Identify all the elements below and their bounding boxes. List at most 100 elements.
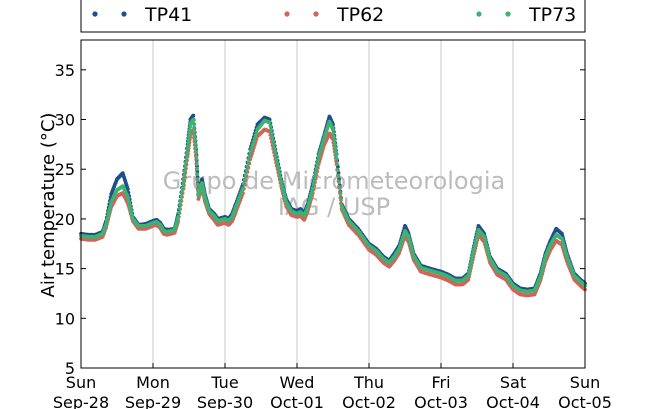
data-point-TP73	[252, 136, 257, 141]
x-tick-label-day-1: Mon	[136, 373, 170, 392]
data-point-TP73	[331, 131, 336, 136]
x-tick-label-date-6: Oct-04	[486, 393, 540, 409]
legend-label-TP62: TP62	[336, 4, 384, 26]
data-point-TP73	[273, 150, 278, 155]
plot-frame	[80, 39, 586, 369]
data-point-TP73	[313, 170, 318, 175]
data-point-TP73	[186, 141, 191, 145]
data-point-TP73	[470, 255, 474, 260]
plot-background	[81, 40, 585, 368]
data-point-TP73	[269, 128, 273, 132]
data-point-TP73	[274, 154, 278, 158]
data-point-TP73	[331, 127, 335, 132]
data-point-TP73	[243, 173, 248, 178]
data-point-TP41	[125, 187, 130, 192]
y-axis: 5 10 15 20 25 30 35	[55, 61, 585, 378]
data-point-TP73	[467, 267, 472, 272]
data-point-TP73	[182, 173, 187, 178]
data-point-TP73	[337, 186, 342, 191]
y-tick-label-4: 25	[55, 160, 75, 179]
data-point-TP73	[187, 131, 192, 136]
data-point-TP73	[183, 164, 188, 169]
data-point-TP73	[244, 168, 249, 173]
legend-label-TP41: TP41	[144, 4, 192, 26]
data-point-TP73	[468, 264, 473, 269]
series-TP73	[79, 117, 587, 294]
data-point-TP73	[180, 186, 185, 191]
data-point-TP73	[194, 155, 199, 160]
data-point-TP73	[277, 168, 281, 173]
data-point-TP73	[242, 177, 247, 182]
series-layer	[79, 113, 587, 298]
data-point-TP73	[467, 270, 471, 275]
data-point-TP73	[185, 147, 190, 152]
x-tick-label-day-3: Wed	[280, 373, 315, 392]
data-point-TP73	[332, 134, 336, 139]
data-point-TP62	[334, 159, 338, 164]
data-point-TP73	[186, 144, 190, 149]
x-tick-label-day-5: Fri	[431, 373, 450, 392]
grid-lines	[152, 40, 514, 368]
data-point-TP73	[192, 125, 196, 130]
data-point-TP73	[184, 156, 189, 160]
data-point-TP73	[176, 210, 181, 215]
data-point-TP73	[469, 258, 474, 263]
data-point-TP73	[249, 148, 254, 153]
data-point-TP73	[274, 157, 279, 162]
data-point-TP73	[339, 198, 343, 202]
data-point-TP73	[245, 164, 250, 169]
data-point-TP73	[188, 124, 193, 129]
data-point-TP73	[195, 183, 200, 188]
data-point-TP73	[275, 161, 280, 166]
data-point-TP73	[187, 134, 191, 139]
data-point-TP73	[192, 129, 197, 134]
data-point-TP73	[336, 174, 341, 179]
data-point-TP73	[242, 181, 246, 186]
data-point-TP73	[310, 186, 315, 191]
legend-marker-TP73	[505, 11, 511, 17]
data-point-TP73	[181, 182, 186, 187]
y-tick-label-6: 35	[55, 61, 75, 80]
legend: TP41 TP62 TP73	[80, 0, 586, 33]
data-point-TP73	[247, 155, 252, 160]
legend-marker-TP41	[92, 11, 98, 17]
data-point-TP73	[278, 175, 283, 180]
data-point-TP73	[469, 261, 473, 266]
data-point-TP73	[336, 168, 340, 173]
data-point-TP73	[276, 164, 281, 169]
data-point-TP73	[191, 117, 196, 122]
data-point-TP73	[241, 186, 245, 191]
data-point-TP73	[183, 169, 187, 174]
data-point-TP73	[184, 160, 188, 165]
watermark-line-1: Grupo de Micrometeorologia	[163, 167, 505, 195]
data-point-TP73	[272, 143, 276, 147]
data-point-TP73	[466, 273, 471, 278]
data-point-TP73	[193, 146, 198, 151]
data-point-TP73	[271, 139, 276, 144]
x-axis: SunSep-28MonSep-29TueSep-30WedOct-01ThuO…	[53, 363, 612, 409]
y-tick-label-0: 5	[65, 359, 75, 378]
data-point-TP73	[334, 152, 338, 157]
x-tick-label-day-7: Sun	[570, 373, 600, 392]
data-point-TP73	[186, 137, 191, 142]
data-point-TP73	[195, 172, 200, 177]
data-point-TP73	[178, 198, 183, 203]
x-tick-label-day-0: Sun	[66, 373, 96, 392]
legend-box	[80, 0, 586, 33]
data-point-TP73	[277, 172, 282, 176]
data-point-TP73	[251, 139, 256, 144]
data-point-TP73	[251, 142, 255, 147]
data-point-TP73	[178, 202, 183, 207]
legend-marker-TP41	[121, 11, 127, 17]
x-tick-label-date-5: Oct-03	[414, 393, 468, 409]
data-point-TP73	[270, 135, 275, 140]
data-point-TP73	[470, 252, 475, 257]
data-point-TP73	[254, 130, 259, 135]
data-point-TP73	[335, 162, 340, 167]
x-tick-label-day-2: Tue	[210, 373, 238, 392]
data-point-TP73	[332, 142, 337, 146]
data-point-TP73	[192, 134, 197, 138]
data-point-TP73	[268, 124, 273, 129]
data-point-TP73	[194, 150, 199, 155]
